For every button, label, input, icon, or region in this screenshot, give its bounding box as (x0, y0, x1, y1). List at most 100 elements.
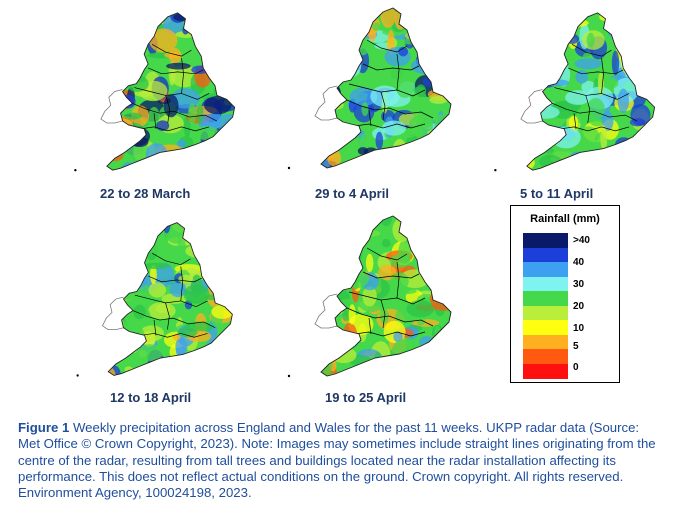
rainfall-patch (321, 138, 344, 147)
rainfall-patch (332, 87, 341, 102)
area-boundary (165, 302, 170, 330)
rainfall-patch (139, 325, 164, 342)
rainfall-patch (634, 15, 650, 37)
rainfall-patch (106, 120, 108, 139)
rainfall-patch (640, 61, 655, 72)
rainfall-patch (430, 130, 451, 157)
rainfall-patch (326, 67, 348, 86)
rainfall-patch (138, 158, 161, 171)
rainfall-patch (184, 365, 201, 376)
rainfall-patch (623, 158, 632, 171)
legend-tick-5: 5 (573, 341, 579, 352)
rainfall-patch (113, 35, 141, 46)
rainfall-patch (322, 58, 346, 80)
rainfall-patch (166, 62, 191, 70)
area-boundary (151, 252, 191, 266)
rainfall-patch (438, 369, 451, 376)
rainfall-patch (133, 304, 146, 320)
rainfall-patch (586, 32, 595, 48)
rainfall-patch (603, 159, 615, 169)
rainfall-patch (182, 222, 208, 229)
area-boundary (573, 113, 577, 129)
rainfall-patch (108, 250, 111, 275)
rainfall-patch (529, 113, 539, 138)
rainfall-patch (108, 365, 116, 376)
rainfall-patch (411, 57, 440, 75)
rainfall-patch (321, 30, 343, 40)
rainfall-patch (108, 234, 121, 249)
rainfall-patch (421, 154, 449, 162)
rainfall-patch (109, 241, 119, 253)
rainfall-patch (437, 8, 445, 22)
rainfall-patch (149, 28, 178, 53)
rainfall-patch (106, 77, 116, 88)
rainfall-map (287, 215, 452, 378)
rainfall-patch (398, 46, 409, 57)
area-boundary (368, 109, 372, 127)
country-outline (526, 12, 656, 171)
rainfall-patch (109, 273, 128, 292)
rainfall-patch (379, 308, 389, 324)
rainfall-patch (216, 281, 230, 299)
area-boundary (354, 123, 426, 129)
rainfall-patch (120, 348, 127, 362)
rainfall-patch (602, 149, 614, 167)
country-outline (106, 12, 236, 171)
rainfall-patch (409, 366, 421, 375)
rainfall-patch (375, 131, 384, 150)
rainfall-patch (142, 262, 170, 270)
rainfall-patch (551, 129, 560, 143)
rainfall-patch (329, 244, 350, 266)
rainfall-patch (533, 105, 560, 119)
rainfall-patch (428, 36, 440, 48)
rainfall-patch (365, 162, 389, 168)
rainfall-patch (526, 52, 531, 62)
rainfall-patch (629, 156, 643, 171)
rainfall-patch (106, 42, 134, 60)
rainfall-patch (204, 341, 221, 357)
rainfall-patch (381, 120, 407, 136)
rainfall-patch (526, 24, 530, 36)
rainfall-patch (390, 272, 409, 291)
rainfall-patch (108, 347, 113, 371)
rainfall-patch (408, 240, 434, 249)
area-boundary (571, 44, 612, 57)
rainfall-patch (106, 92, 121, 118)
rainfall-patch (534, 47, 564, 67)
rainfall-patch (177, 232, 186, 257)
rainfall-patch (441, 358, 451, 370)
rainfall-patch (213, 354, 233, 364)
rainfall-patch (321, 18, 333, 27)
legend-swatch (523, 247, 568, 263)
rainfall-patch (166, 152, 178, 165)
area-boundary (346, 99, 434, 119)
rainfall-patch (321, 355, 333, 376)
rainfall-patch (198, 40, 228, 49)
rainfall-patch (135, 26, 157, 37)
rainfall-patch (434, 55, 451, 76)
rainfall-patch (382, 238, 391, 248)
rainfall-patch (106, 71, 118, 85)
rainfall-patch (371, 22, 381, 31)
rainfall-patch (417, 30, 438, 38)
rainfall-patch (106, 129, 109, 143)
rainfall-patch (113, 267, 124, 275)
rainfall-patch (356, 236, 375, 257)
scilly-isles (287, 374, 291, 378)
rainfall-patch (618, 29, 630, 48)
area-boundary (368, 317, 372, 335)
rainfall-patch (395, 361, 425, 376)
legend-swatch (523, 305, 568, 321)
rainfall-patch (321, 261, 336, 281)
rainfall-patch (623, 153, 652, 170)
area-boundary (153, 320, 157, 336)
coastline (101, 296, 124, 330)
rainfall-patch (321, 229, 331, 254)
area-boundary (151, 44, 192, 57)
map-label-2: 29 to 4 April (315, 186, 389, 201)
rainfall-patch (107, 122, 126, 140)
rainfall-patch (119, 282, 139, 300)
map-label-4: 12 to 18 April (110, 390, 192, 405)
rainfall-patch (380, 8, 396, 28)
rainfall-patch (599, 12, 615, 22)
